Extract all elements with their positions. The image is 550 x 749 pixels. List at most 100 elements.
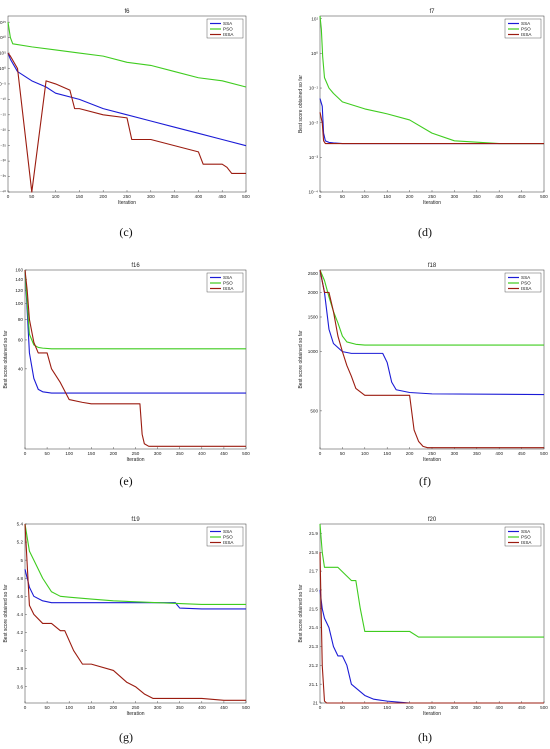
legend-label-issa: ISSA [521, 540, 532, 545]
series-line-pso [319, 269, 544, 346]
x-tick-label: 500 [242, 705, 250, 710]
x-tick-label: 500 [242, 451, 250, 456]
legend-label-ssa: SSA [223, 529, 233, 534]
x-axis-label: Iteration [126, 711, 144, 717]
x-tick-label: 250 [132, 705, 140, 710]
x-tick-label: 200 [406, 705, 414, 710]
series-line-ssa [319, 269, 545, 396]
y-axis-label: Best score obtained so far [3, 584, 9, 642]
plot-frame [24, 269, 247, 450]
x-tick-label: 100 [52, 194, 60, 199]
y-tick-label: 10⁰ [0, 66, 6, 71]
y-tick-label: 10⁻¹⁵ [0, 112, 6, 117]
x-tick-label: 50 [340, 451, 346, 456]
y-tick-label: 21.6 [309, 588, 318, 593]
legend-label-pso: PSO [223, 281, 233, 286]
x-tick-label: 250 [428, 705, 436, 710]
legend-label-ssa: SSA [521, 529, 531, 534]
x-tick-label: 250 [428, 451, 436, 456]
plot-frame [319, 15, 545, 193]
x-tick-label: 100 [65, 705, 73, 710]
x-tick-label: 200 [406, 194, 414, 199]
y-tick-label: 21.7 [309, 569, 318, 574]
y-tick-label: 10⁻²⁰ [0, 128, 6, 133]
x-tick-label: 150 [383, 705, 391, 710]
legend-label-ssa: SSA [223, 21, 233, 26]
x-tick-label: 250 [428, 194, 436, 199]
y-tick-label: 21.2 [309, 663, 318, 668]
y-tick-label: 1500 [308, 315, 319, 320]
x-tick-label: 500 [540, 451, 548, 456]
y-tick-label: 140 [15, 277, 23, 282]
x-tick-label: 400 [495, 705, 503, 710]
x-tick-label: 450 [518, 451, 526, 456]
x-axis-label: Iteration [423, 200, 441, 206]
x-tick-label: 350 [473, 705, 481, 710]
x-tick-label: 150 [87, 451, 95, 456]
legend-label-issa: ISSA [223, 32, 234, 37]
subfigure-caption: (g) [119, 730, 133, 744]
y-tick-label: 10¹⁵ [0, 20, 6, 25]
series-line-pso [319, 523, 544, 638]
series-line-ssa [319, 589, 544, 704]
legend-label-issa: ISSA [223, 286, 234, 291]
legend-label-pso: PSO [521, 281, 531, 286]
y-tick-label: 4.4 [17, 612, 24, 617]
x-tick-label: 400 [495, 194, 503, 199]
series-line-pso [7, 22, 247, 88]
chart-2: f7 0 50 100 150 200 250 300 350 400 450 500 10⁻⁴ 10⁻³… [298, 9, 548, 239]
y-tick-label: 21.5 [309, 606, 318, 611]
chart-title: f18 [428, 263, 437, 269]
series-line-issa [24, 269, 246, 447]
chart-5: f19 0 50 100 150 200 250 300 350 400 450 500 3.6 3.8 4… [3, 517, 250, 744]
x-tick-label: 450 [220, 451, 228, 456]
chart-title: f19 [131, 517, 140, 523]
y-axis-label: Best score obtained so far [298, 75, 304, 133]
subfigure-caption: (e) [119, 474, 132, 488]
x-tick-label: 0 [24, 451, 27, 456]
x-tick-label: 0 [319, 705, 322, 710]
y-tick-label: 80 [18, 317, 24, 322]
y-tick-label: 2000 [308, 290, 319, 295]
x-tick-label: 150 [76, 194, 84, 199]
y-tick-label: 21.3 [309, 644, 318, 649]
plot-frame [319, 269, 545, 450]
x-tick-label: 50 [45, 451, 51, 456]
x-tick-label: 150 [87, 705, 95, 710]
x-tick-label: 300 [154, 705, 162, 710]
y-tick-label: 3.8 [17, 666, 24, 671]
x-tick-label: 350 [171, 194, 179, 199]
x-tick-label: 250 [132, 451, 140, 456]
x-tick-label: 350 [473, 194, 481, 199]
series-line-pso [24, 523, 246, 606]
x-tick-label: 500 [540, 194, 548, 199]
x-tick-label: 400 [198, 705, 206, 710]
x-tick-label: 450 [218, 194, 226, 199]
x-tick-label: 50 [340, 194, 346, 199]
y-axis-label: Best score obtained so far [298, 584, 304, 642]
subfigure-caption: (f) [419, 474, 431, 488]
x-tick-label: 400 [198, 451, 206, 456]
series-line-pso [24, 269, 246, 350]
legend-label-ssa: SSA [223, 275, 233, 280]
y-tick-label: 4.2 [17, 630, 24, 635]
legend-label-issa: ISSA [521, 32, 532, 37]
y-tick-label: 10⁻³ [309, 155, 319, 160]
y-tick-label: 500 [310, 408, 318, 413]
series-line-issa [24, 523, 246, 701]
series-line-pso [319, 15, 544, 145]
x-axis-label: Iteration [118, 200, 136, 206]
x-tick-label: 150 [383, 451, 391, 456]
x-tick-label: 300 [451, 194, 459, 199]
x-axis-label: Iteration [423, 457, 441, 463]
y-tick-label: 1000 [308, 349, 319, 354]
legend-label-pso: PSO [223, 27, 233, 32]
y-tick-label: 21.1 [309, 682, 318, 687]
subfigure-caption: (c) [119, 225, 132, 239]
chart-title: f20 [428, 517, 437, 523]
series-line-ssa [7, 52, 247, 147]
